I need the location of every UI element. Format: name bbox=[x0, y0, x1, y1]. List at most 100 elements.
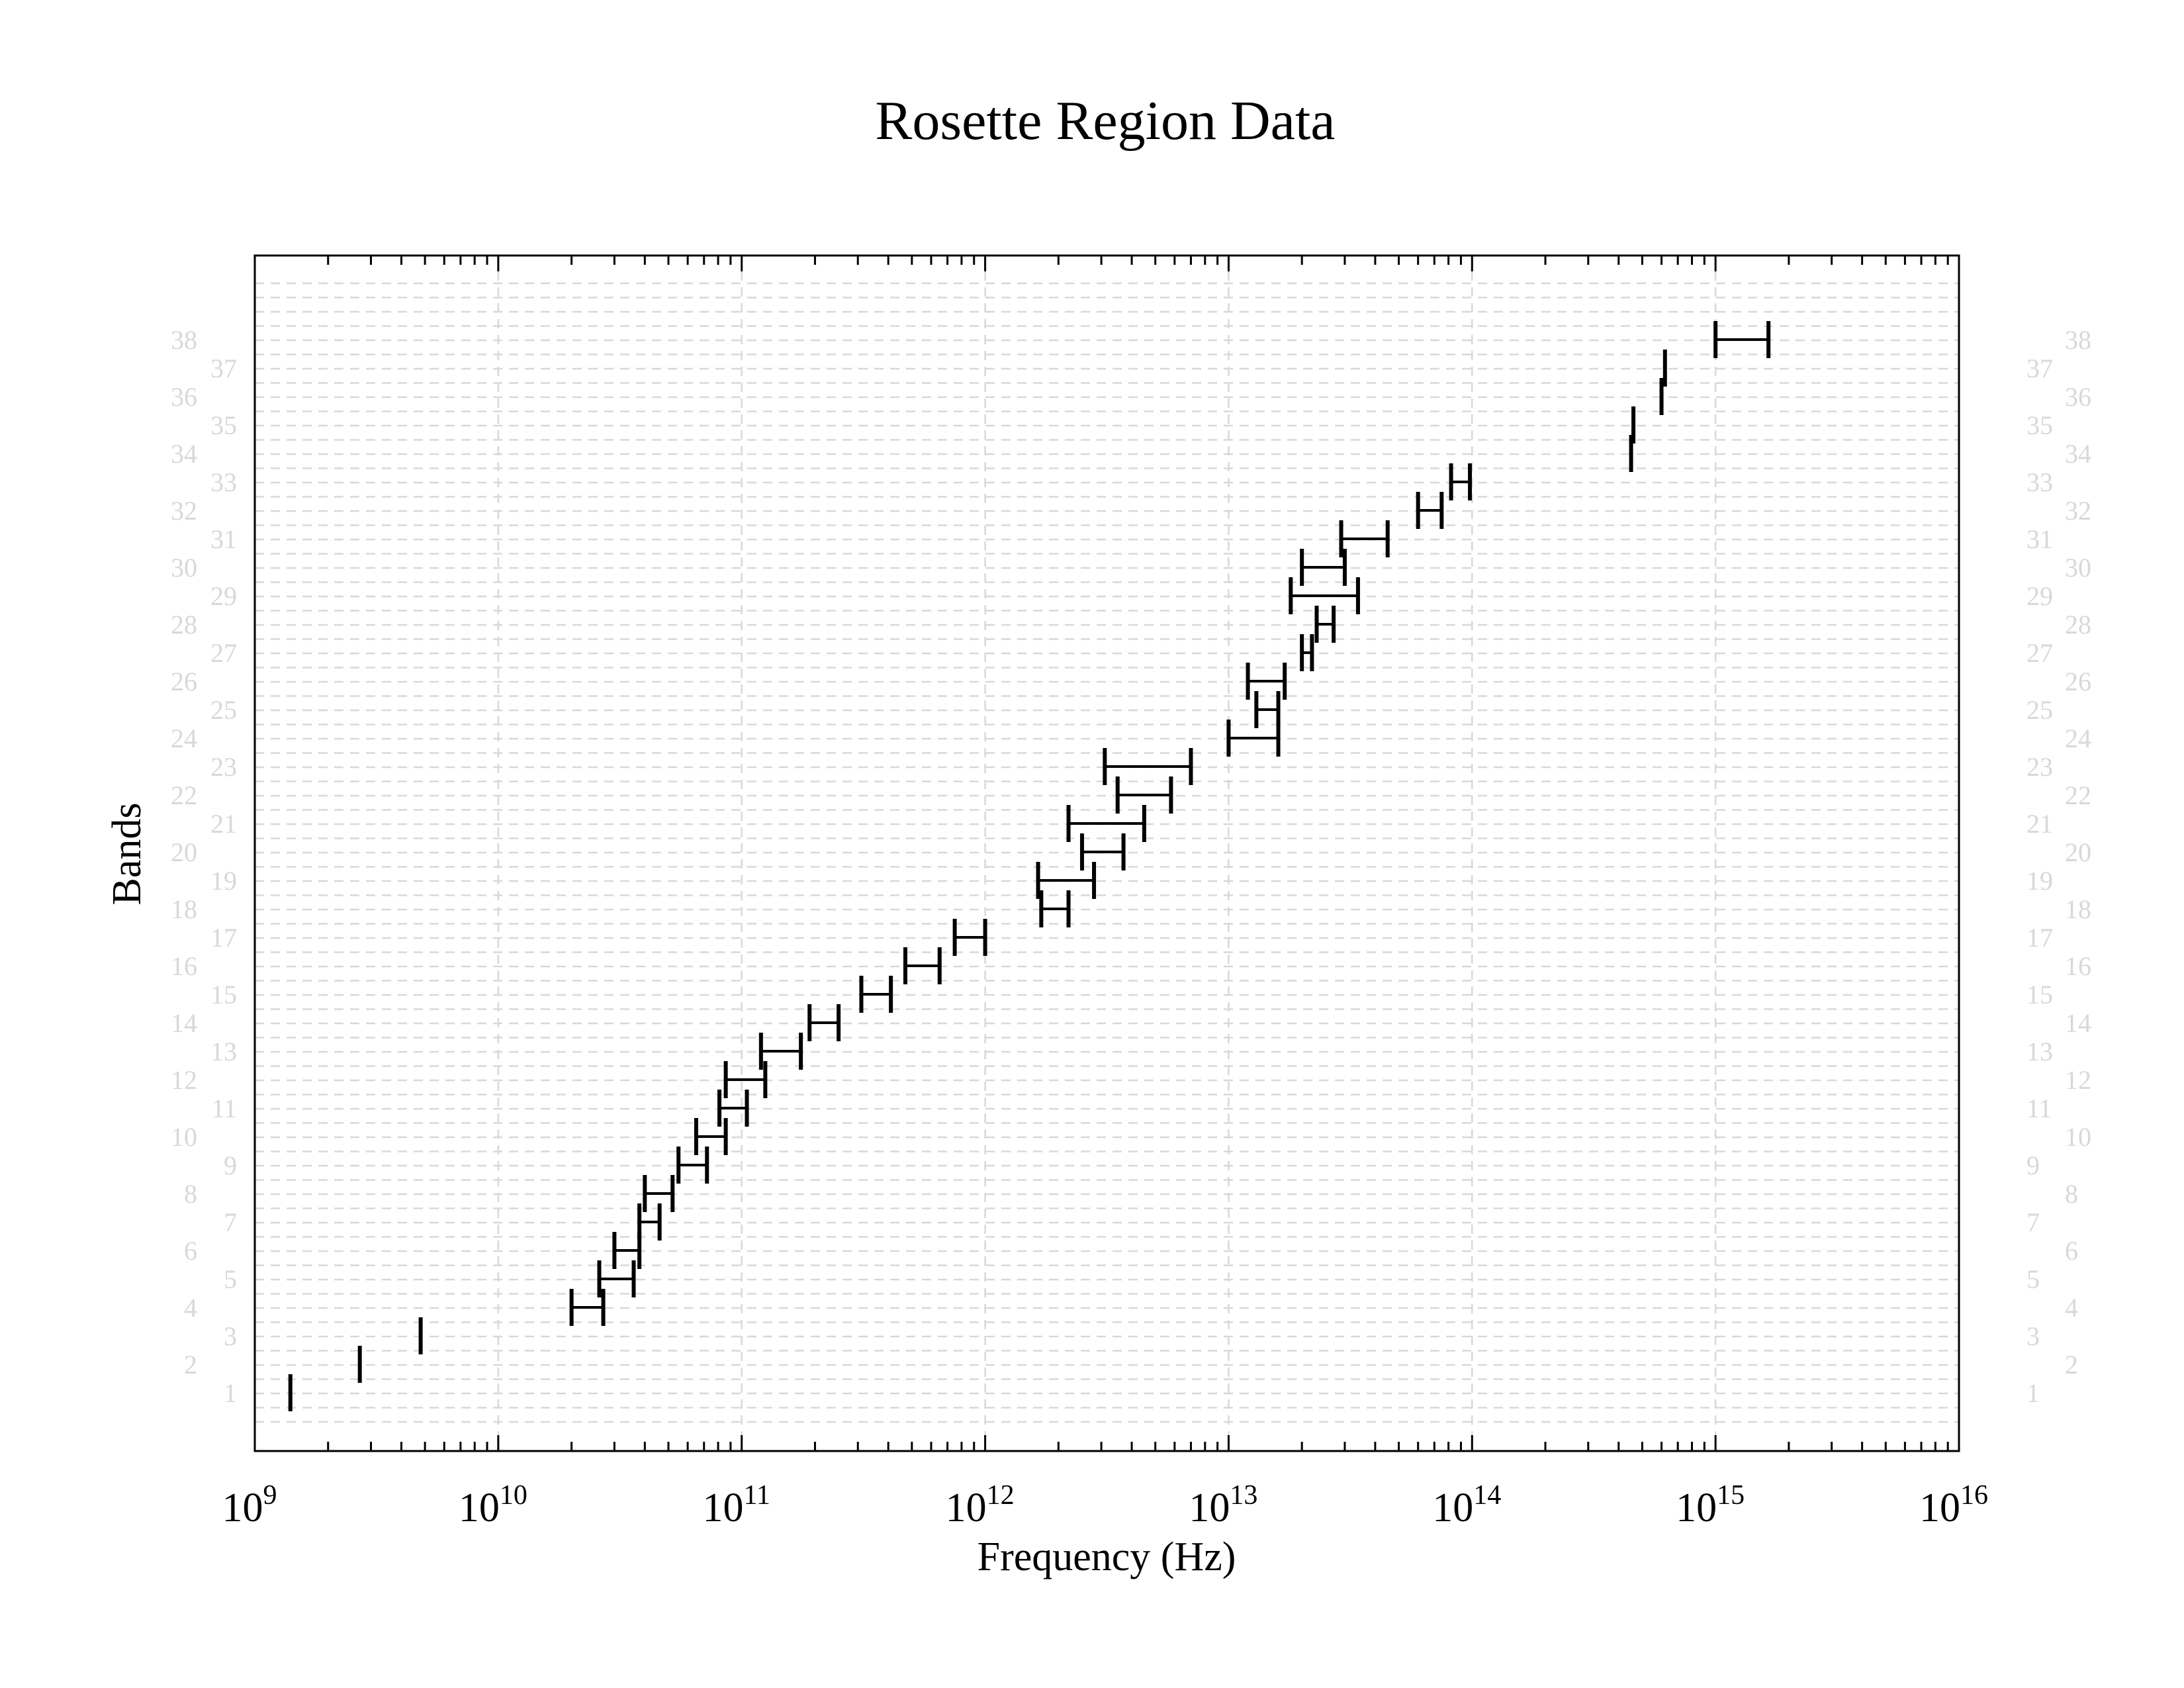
y-tick-label-right: 15 bbox=[2026, 980, 2053, 1009]
x-tick-label: 109 bbox=[222, 1480, 277, 1530]
y-tick-label-left: 33 bbox=[210, 467, 237, 497]
band-range-29 bbox=[1289, 577, 1360, 614]
y-tick-label-right: 21 bbox=[2026, 809, 2053, 839]
y-tick-label-right: 37 bbox=[2026, 353, 2053, 383]
y-tick-label-left: 13 bbox=[210, 1037, 237, 1066]
band-range-30 bbox=[1300, 549, 1347, 586]
y-tick-label-right: 25 bbox=[2026, 695, 2053, 725]
y-tick-label-left: 9 bbox=[224, 1150, 237, 1180]
band-range-8 bbox=[643, 1175, 675, 1212]
y-tick-label-right: 16 bbox=[2065, 951, 2091, 981]
y-tick-label-right: 12 bbox=[2065, 1065, 2091, 1095]
band-range-21 bbox=[1066, 805, 1146, 842]
band-range-22 bbox=[1115, 776, 1173, 814]
band-range-7 bbox=[637, 1203, 662, 1241]
x-tick-label: 1010 bbox=[459, 1480, 527, 1530]
y-tick-label-left: 19 bbox=[210, 866, 237, 896]
grid bbox=[255, 256, 1959, 1451]
band-range-5 bbox=[597, 1260, 636, 1297]
x-axis-label: Frequency (Hz) bbox=[978, 1534, 1236, 1579]
band-range-11 bbox=[717, 1090, 749, 1127]
chart-title: Rosette Region Data bbox=[875, 90, 1335, 152]
band-range-14 bbox=[807, 1004, 841, 1041]
band-range-32 bbox=[1416, 492, 1444, 529]
y-tick-label-right: 4 bbox=[2065, 1293, 2078, 1323]
y-tick-label-right: 9 bbox=[2026, 1150, 2040, 1180]
axis-ticks bbox=[253, 256, 1960, 1451]
band-range-25 bbox=[1254, 691, 1281, 728]
y-tick-label-right: 2 bbox=[2065, 1350, 2078, 1380]
y-tick-label-right: 36 bbox=[2065, 382, 2091, 412]
y-tick-label-right: 28 bbox=[2065, 610, 2091, 639]
band-range-31 bbox=[1339, 520, 1390, 557]
x-tick-labels: 109 1010 1011 1012 1013 1014 1015 1016 bbox=[222, 1480, 1989, 1530]
y-tick-label-left: 29 bbox=[210, 581, 237, 611]
y-tick-label-left: 16 bbox=[171, 951, 197, 981]
band-range-18 bbox=[1039, 890, 1071, 927]
y-tick-label-left: 18 bbox=[171, 894, 197, 924]
band-range-26 bbox=[1246, 663, 1287, 700]
y-tick-label-left: 22 bbox=[171, 780, 197, 810]
y-tick-label-left: 32 bbox=[171, 496, 197, 526]
band-range-27 bbox=[1300, 634, 1314, 671]
y-tick-label-left: 37 bbox=[210, 353, 237, 383]
band-range-16 bbox=[903, 947, 942, 984]
plot-frame bbox=[253, 254, 1960, 1452]
y-tick-label-right: 29 bbox=[2026, 581, 2053, 611]
y-tick-label-left: 24 bbox=[171, 724, 197, 753]
y-tick-label-right: 11 bbox=[2026, 1094, 2052, 1123]
y-tick-label-left: 17 bbox=[210, 923, 237, 953]
y-tick-label-left: 36 bbox=[171, 382, 197, 412]
band-range-24 bbox=[1226, 720, 1281, 757]
x-tick-label: 1016 bbox=[1919, 1480, 1988, 1530]
y-tick-label-right: 26 bbox=[2065, 667, 2091, 696]
y-tick-label-right: 27 bbox=[2026, 638, 2053, 668]
x-tick-label: 1014 bbox=[1432, 1480, 1501, 1530]
y-tick-label-left: 38 bbox=[171, 325, 197, 355]
y-tick-label-left: 1 bbox=[224, 1378, 237, 1408]
y-tick-label-right: 33 bbox=[2026, 467, 2053, 497]
y-tick-label-right: 1 bbox=[2026, 1378, 2040, 1408]
y-tick-label-right: 24 bbox=[2065, 724, 2091, 753]
band-range-28 bbox=[1314, 606, 1336, 643]
band-range-38 bbox=[1713, 321, 1771, 358]
band-range-33 bbox=[1449, 463, 1473, 500]
y-tick-label-right: 31 bbox=[2026, 524, 2053, 554]
y-tick-label-right: 17 bbox=[2026, 923, 2053, 953]
y-tick-label-right: 18 bbox=[2065, 894, 2091, 924]
band-range-13 bbox=[758, 1033, 803, 1070]
band-range-9 bbox=[676, 1147, 709, 1184]
y-tick-label-left: 20 bbox=[171, 837, 197, 867]
y-tick-label-right: 38 bbox=[2065, 325, 2091, 355]
y-tick-label-left: 15 bbox=[210, 980, 237, 1009]
band-range-19 bbox=[1036, 862, 1097, 899]
y-tick-label-left: 27 bbox=[210, 638, 237, 668]
y-tick-label-left: 34 bbox=[171, 439, 197, 469]
band-range-12 bbox=[723, 1061, 768, 1098]
band-range-4 bbox=[569, 1289, 606, 1326]
x-tick-label: 1012 bbox=[946, 1480, 1015, 1530]
y-axis-label: Bands bbox=[105, 803, 150, 906]
y-tick-label-right: 20 bbox=[2065, 837, 2091, 867]
y-tick-label-left: 28 bbox=[171, 610, 197, 639]
y-tick-label-left: 31 bbox=[210, 524, 237, 554]
y-tick-label-left: 25 bbox=[210, 695, 237, 725]
x-tick-label: 1011 bbox=[702, 1480, 770, 1530]
band-range-17 bbox=[952, 919, 987, 956]
x-tick-label: 1015 bbox=[1676, 1480, 1745, 1530]
y-tick-label-left: 3 bbox=[224, 1321, 237, 1351]
y-tick-label-right: 30 bbox=[2065, 553, 2091, 583]
y-tick-label-right: 8 bbox=[2065, 1179, 2078, 1209]
y-tick-label-left: 4 bbox=[184, 1293, 197, 1323]
y-tick-label-left: 2 bbox=[184, 1350, 197, 1380]
y-tick-label-right: 19 bbox=[2026, 866, 2053, 896]
band-range-20 bbox=[1079, 833, 1126, 870]
y-tick-label-right: 6 bbox=[2065, 1236, 2078, 1266]
y-tick-label-left: 26 bbox=[171, 667, 197, 696]
y-tick-label-right: 32 bbox=[2065, 496, 2091, 526]
y-tick-label-right: 7 bbox=[2026, 1207, 2040, 1237]
y-tick-label-left: 7 bbox=[224, 1207, 237, 1237]
y-tick-label-right: 5 bbox=[2026, 1264, 2040, 1294]
y-tick-label-right: 14 bbox=[2065, 1008, 2091, 1038]
band-range-15 bbox=[859, 976, 893, 1013]
